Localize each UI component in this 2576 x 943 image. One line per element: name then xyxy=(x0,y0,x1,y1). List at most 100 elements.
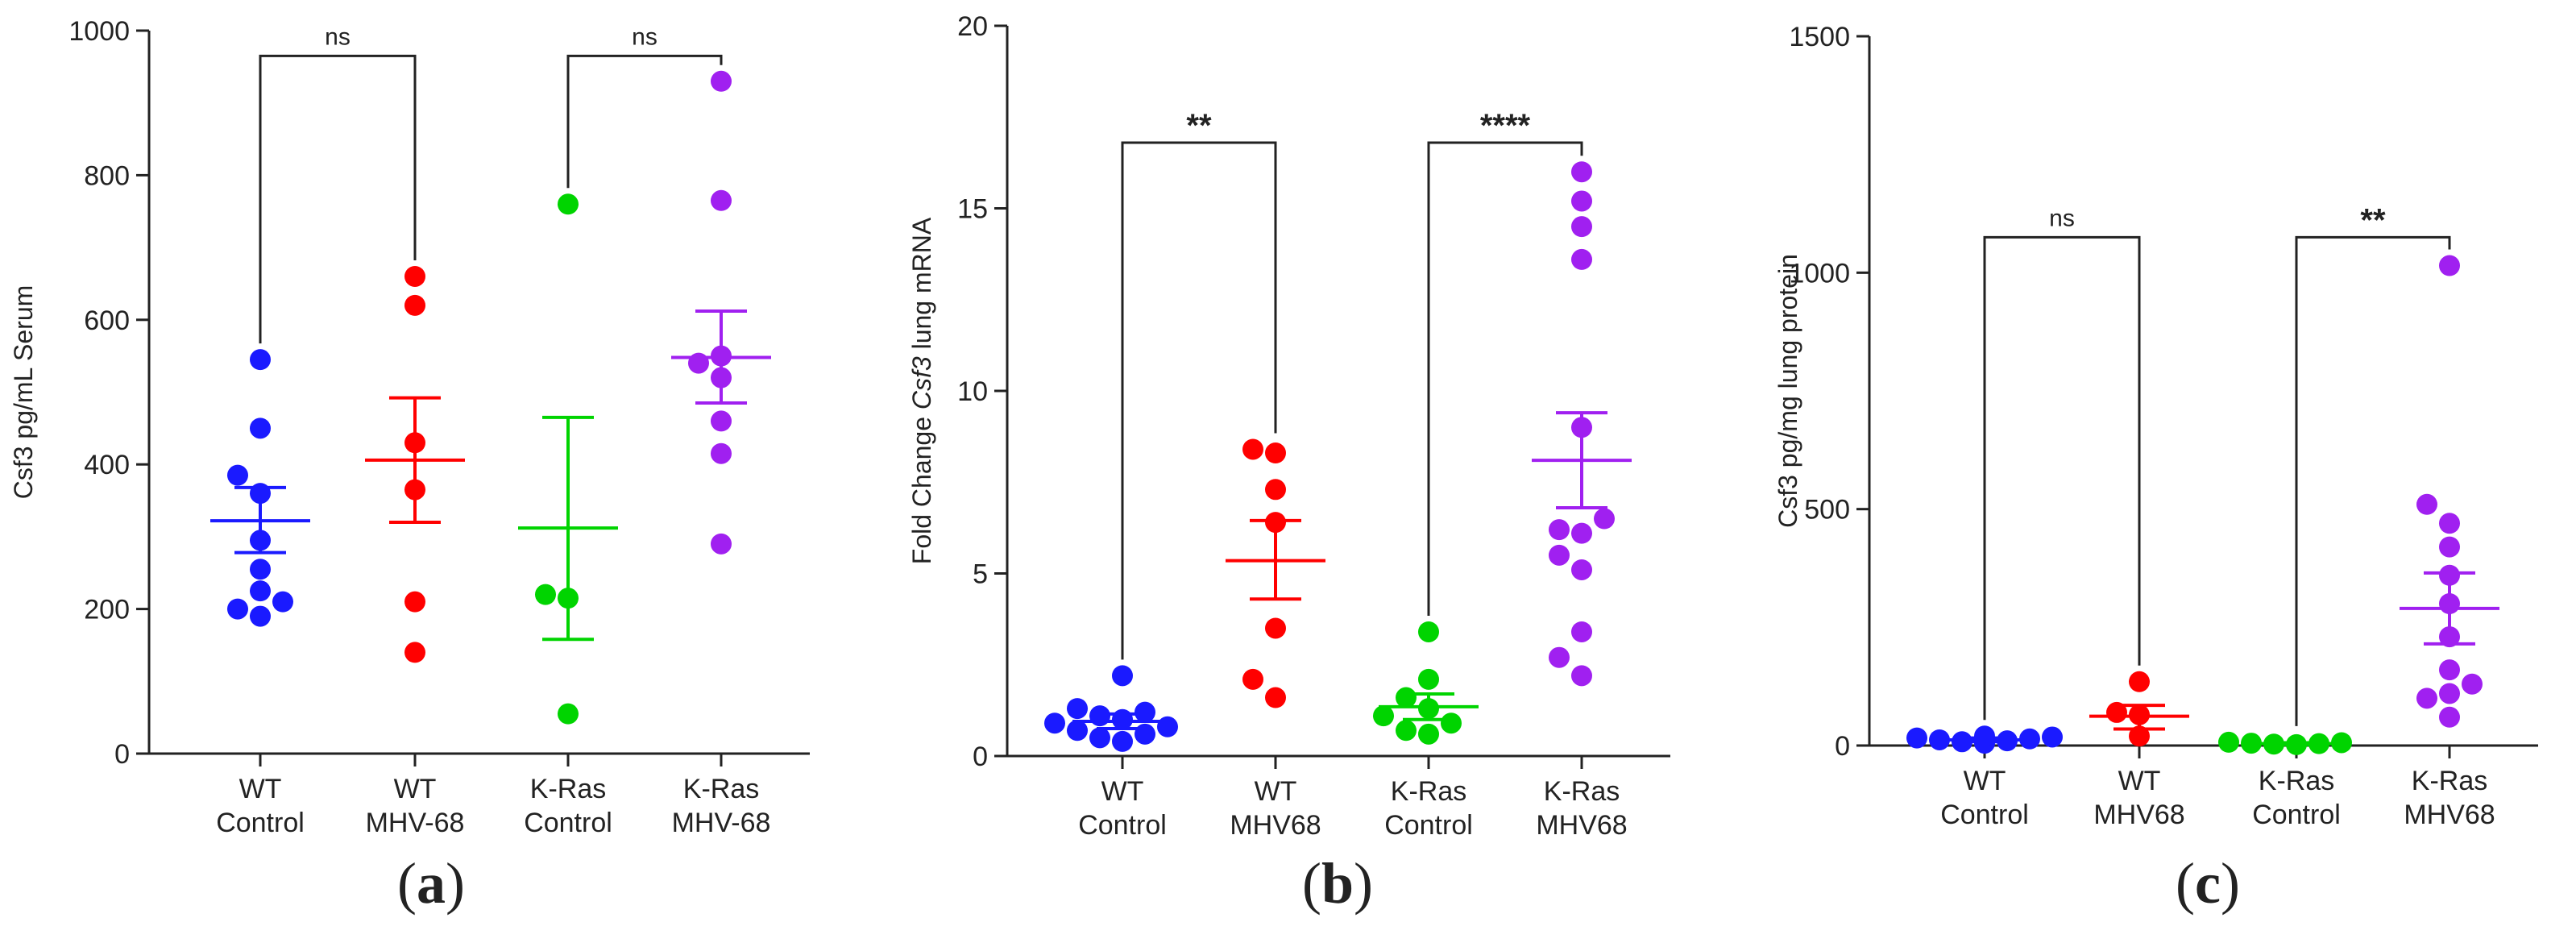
data-point xyxy=(1396,687,1417,708)
data-point xyxy=(1265,479,1286,501)
significance-label: ns xyxy=(2049,205,2075,231)
data-point xyxy=(272,591,293,613)
significance-label: ** xyxy=(1186,108,1212,143)
x-category-label: MHV68 xyxy=(1230,810,1321,841)
data-point xyxy=(1418,668,1439,690)
significance-bracket xyxy=(1121,141,1277,660)
y-axis-label-part: Csf3 xyxy=(907,356,936,409)
panel-label-letter: a xyxy=(417,851,446,916)
data-point xyxy=(2416,688,2437,709)
data-point xyxy=(250,417,271,439)
y-tick-label: 20 xyxy=(957,11,988,42)
x-category-label: Control xyxy=(1078,810,1167,841)
x-category-label: WT xyxy=(239,774,282,804)
data-point xyxy=(227,598,248,620)
x-category-label: K-Ras xyxy=(2412,766,2487,796)
data-point xyxy=(227,464,248,486)
data-point xyxy=(711,189,732,211)
data-point xyxy=(1571,161,1592,183)
y-tick-label: 0 xyxy=(1835,731,1850,762)
significance-bracket xyxy=(1983,235,2141,721)
data-point xyxy=(1265,442,1286,464)
y-tick-label: 400 xyxy=(84,450,130,480)
data-point xyxy=(1549,646,1570,668)
data-point xyxy=(1157,716,1178,737)
data-point xyxy=(250,559,271,580)
data-point xyxy=(1089,705,1110,727)
panel-label: (c) xyxy=(2176,851,2240,916)
data-point xyxy=(1571,248,1592,270)
data-point xyxy=(2439,513,2460,534)
x-category-label: K-Ras xyxy=(1391,776,1466,807)
y-tick-label: 5 xyxy=(973,559,988,590)
data-point xyxy=(1242,438,1263,460)
data-point xyxy=(250,605,271,627)
data-point xyxy=(2129,671,2150,692)
x-category-label: K-Ras xyxy=(683,774,759,804)
data-point xyxy=(404,265,425,287)
panel-label-letter: c xyxy=(2195,851,2221,916)
y-tick-label: 500 xyxy=(1804,495,1850,526)
x-category-label: K-Ras xyxy=(2259,766,2334,796)
x-category-label: K-Ras xyxy=(530,774,606,804)
x-category-label: K-Ras xyxy=(1544,776,1620,807)
data-point xyxy=(1549,519,1570,541)
y-axis-label-part: Csf3 pg/mg lung protein xyxy=(1773,254,1802,528)
data-point xyxy=(558,703,579,725)
x-category-label: MHV68 xyxy=(2093,800,2184,830)
data-point xyxy=(711,410,732,432)
data-point xyxy=(2042,726,2063,748)
x-category-label: MHV-68 xyxy=(366,808,465,838)
y-tick-label: 600 xyxy=(84,305,130,336)
significance-bracket xyxy=(566,54,723,189)
data-point xyxy=(2129,725,2150,747)
y-axis-label-part: Fold Change xyxy=(907,409,936,564)
x-category-label: Control xyxy=(524,808,612,838)
data-point xyxy=(1044,712,1065,734)
x-category-label: MHV68 xyxy=(1536,810,1627,841)
significance-bracket xyxy=(2295,235,2451,726)
data-point xyxy=(2439,683,2460,704)
data-point xyxy=(1974,725,1995,747)
data-point xyxy=(404,294,425,316)
data-point xyxy=(558,193,579,215)
panel-a: 0 200 400 600 800 1000 Csf3 pg/mL Serum WT Contr… xyxy=(9,16,810,916)
y-tick-label: 200 xyxy=(84,595,130,625)
data-point xyxy=(1265,687,1286,708)
panel-label-paren: ( xyxy=(397,851,417,916)
data-point xyxy=(250,580,271,602)
y-axis-label: Csf3 pg/mg lung protein xyxy=(1773,254,1802,528)
data-point xyxy=(2416,493,2437,515)
data-point xyxy=(2218,731,2239,753)
data-point xyxy=(1396,720,1417,742)
y-tick-label: 0 xyxy=(973,742,988,772)
significance-bracket xyxy=(1427,141,1583,616)
data-point xyxy=(404,642,425,663)
data-point xyxy=(1067,720,1088,742)
significance-bracket xyxy=(259,54,417,344)
data-point xyxy=(711,442,732,464)
data-point xyxy=(2439,659,2460,681)
x-category-label: WT xyxy=(1255,776,1297,807)
data-point xyxy=(1242,668,1263,690)
data-point xyxy=(2439,706,2460,728)
data-point xyxy=(404,591,425,613)
x-category-label: WT xyxy=(1101,776,1144,807)
data-point xyxy=(1089,727,1110,749)
x-category-label: WT xyxy=(394,774,437,804)
y-axis-label-part: lung mRNA xyxy=(907,217,936,356)
data-point xyxy=(1067,698,1088,720)
data-point xyxy=(1135,723,1155,745)
x-category-label: Control xyxy=(1384,810,1473,841)
y-tick-label: 800 xyxy=(84,160,130,191)
data-point xyxy=(1441,712,1462,734)
panel-label-paren: ( xyxy=(1302,851,1321,916)
data-point xyxy=(1112,665,1133,687)
data-point xyxy=(1571,522,1592,544)
x-category-label: WT xyxy=(1964,766,2006,796)
data-point xyxy=(1418,621,1439,642)
y-tick-label: 10 xyxy=(957,376,988,407)
x-category-label: Control xyxy=(216,808,305,838)
